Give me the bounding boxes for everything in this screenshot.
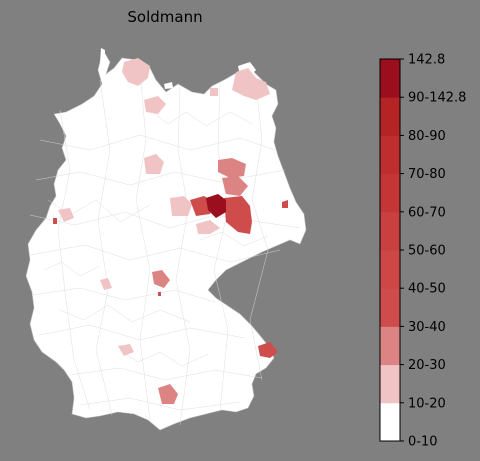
colorbar-tick-label: 142.8 (408, 53, 445, 68)
region-passau (258, 342, 278, 358)
map-title: Soldmann (127, 8, 203, 26)
colorbar-bin (380, 97, 400, 136)
region-magdeburg (206, 194, 226, 218)
region-saxony-anhalt-east (224, 196, 252, 234)
colorbar-tick-label: 90-142.8 (408, 91, 466, 106)
region-baden (118, 344, 134, 356)
colorbar-bin (380, 59, 400, 98)
region-lower-saxony-mid (144, 154, 164, 174)
island-north-sea (60, 112, 86, 120)
colorbar-bin (380, 402, 400, 442)
colorbar-tick-label: 80-90 (408, 129, 446, 144)
colorbar-tick-label: 30-40 (408, 320, 446, 335)
colorbar-bin (380, 250, 400, 289)
region-nuremberg (158, 292, 161, 296)
colorbar-tick-label: 50-60 (408, 244, 446, 259)
region-thuringia (196, 220, 220, 234)
region-ruhr (58, 208, 74, 222)
colorbar-tick-label: 60-70 (408, 205, 446, 220)
region-brandenburg-north (218, 158, 246, 178)
colorbar-bin (380, 326, 400, 366)
region-allgaeu (158, 384, 178, 404)
region-aachen (53, 218, 57, 224)
colorbar: 0-10 10-20 20-30 30-40 40-50 50-60 60-70 70-80 8… (379, 53, 466, 450)
colorbar-bin (380, 135, 400, 175)
colorbar-bin (380, 211, 400, 251)
region-brandenburg-mid (222, 176, 248, 196)
choropleth-regions (53, 58, 288, 404)
region-saar (100, 278, 112, 290)
region-schleswig (122, 58, 150, 86)
region-hamburg-area (144, 96, 166, 114)
region-harz (170, 196, 192, 216)
colorbar-tick-label: 10-20 (408, 396, 446, 411)
island-fehmarn (164, 82, 173, 89)
colorbar-tick-label: 20-30 (408, 358, 446, 373)
colorbar-tick-label: 70-80 (408, 167, 446, 182)
region-franconia (152, 270, 170, 288)
germany-outline (25, 49, 307, 431)
colorbar-bin (380, 173, 400, 213)
island-sylt (100, 48, 105, 66)
region-ruegen-area (232, 68, 270, 100)
colorbar-tick-label: 0-10 (408, 435, 438, 450)
colorbar-bin (380, 288, 400, 327)
colorbar-bin (380, 364, 400, 404)
region-mecklenburg-west (210, 88, 218, 96)
colorbar-tick-label: 40-50 (408, 282, 446, 297)
region-cottbus (282, 200, 288, 208)
district-borders (29, 69, 301, 426)
